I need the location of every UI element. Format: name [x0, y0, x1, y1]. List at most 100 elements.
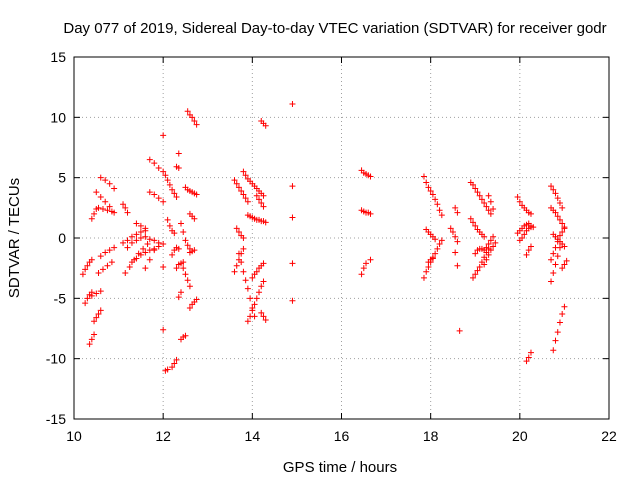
data-point: [527, 349, 534, 356]
x-axis-label: GPS time / hours: [283, 459, 397, 476]
data-point: [256, 289, 263, 296]
data-point: [552, 337, 559, 344]
data-point: [561, 243, 568, 250]
data-point: [178, 220, 184, 227]
data-point: [256, 196, 263, 203]
data-point: [449, 228, 456, 235]
data-point: [151, 247, 158, 254]
data-point: [467, 215, 474, 222]
data-point: [454, 238, 461, 245]
data-point: [360, 265, 367, 272]
data-point: [160, 168, 167, 175]
x-tick-label: 14: [245, 428, 261, 444]
data-point: [142, 233, 149, 240]
data-point: [487, 198, 494, 205]
data-point: [485, 241, 492, 248]
data-point: [454, 262, 461, 269]
data-point: [175, 294, 182, 301]
data-point: [436, 241, 443, 248]
data-point: [289, 297, 296, 304]
data-point: [238, 259, 245, 266]
data-point: [128, 239, 135, 246]
data-point: [111, 185, 118, 192]
chart-title: Day 077 of 2019, Sidereal Day-to-day VTE…: [63, 20, 606, 37]
data-point: [476, 192, 483, 199]
data-point: [554, 253, 561, 260]
data-point: [487, 237, 494, 244]
data-point: [238, 187, 245, 194]
data-point: [367, 210, 374, 217]
data-point: [476, 263, 483, 270]
data-point: [554, 213, 561, 220]
data-point: [527, 243, 534, 250]
data-point: [514, 193, 521, 200]
data-point: [262, 219, 269, 226]
data-point: [559, 311, 566, 318]
data-point: [102, 249, 109, 256]
x-tick-label: 20: [512, 428, 528, 444]
data-point: [175, 150, 182, 157]
data-point: [91, 331, 98, 338]
data-point: [561, 303, 568, 310]
data-point: [516, 198, 523, 205]
data-point: [235, 250, 242, 257]
x-tick-label: 10: [66, 428, 82, 444]
data-point: [240, 235, 247, 241]
data-point: [481, 200, 488, 207]
data-point: [485, 207, 492, 214]
data-point: [155, 195, 162, 202]
data-point: [133, 237, 140, 244]
data-point: [490, 233, 497, 240]
data-point: [552, 209, 559, 216]
data-point: [102, 198, 109, 205]
data-point: [483, 256, 490, 263]
data-point: [133, 231, 140, 238]
data-point: [358, 271, 365, 278]
data-point: [244, 198, 251, 205]
data-point: [171, 360, 178, 367]
data-point: [182, 271, 189, 278]
data-point: [485, 192, 492, 199]
data-point: [97, 174, 104, 181]
data-point: [111, 209, 118, 216]
data-point: [235, 228, 242, 235]
data-point: [95, 204, 102, 211]
data-point: [93, 290, 100, 297]
data-point: [559, 220, 566, 227]
data-point: [84, 295, 91, 302]
data-point: [367, 173, 374, 180]
data-point: [137, 251, 144, 258]
y-tick-label: 5: [58, 170, 66, 186]
data-point: [186, 304, 193, 311]
data-point: [240, 245, 247, 252]
data-point: [233, 225, 240, 232]
data-point: [124, 209, 131, 216]
data-point: [425, 184, 432, 191]
data-point: [133, 220, 140, 227]
data-point: [552, 190, 559, 197]
data-point: [556, 319, 563, 326]
data-point: [452, 249, 459, 256]
data-point: [561, 261, 568, 268]
data-point: [563, 257, 570, 264]
data-point: [490, 206, 497, 213]
data-point: [485, 251, 492, 258]
y-tick-label: 0: [58, 230, 66, 246]
data-point: [122, 269, 129, 276]
data-point: [137, 228, 144, 235]
data-point: [429, 254, 436, 261]
data-point: [166, 222, 173, 229]
x-tick-label: 12: [155, 428, 171, 444]
data-point: [481, 233, 488, 240]
data-point: [160, 263, 167, 270]
data-point: [160, 326, 167, 333]
data-point: [556, 232, 563, 239]
data-point: [193, 296, 200, 303]
data-point: [249, 307, 256, 314]
data-point: [481, 261, 488, 268]
data-point: [233, 262, 240, 269]
data-point: [242, 195, 249, 202]
data-point: [162, 172, 169, 179]
data-point: [483, 203, 490, 210]
data-point: [164, 366, 171, 373]
